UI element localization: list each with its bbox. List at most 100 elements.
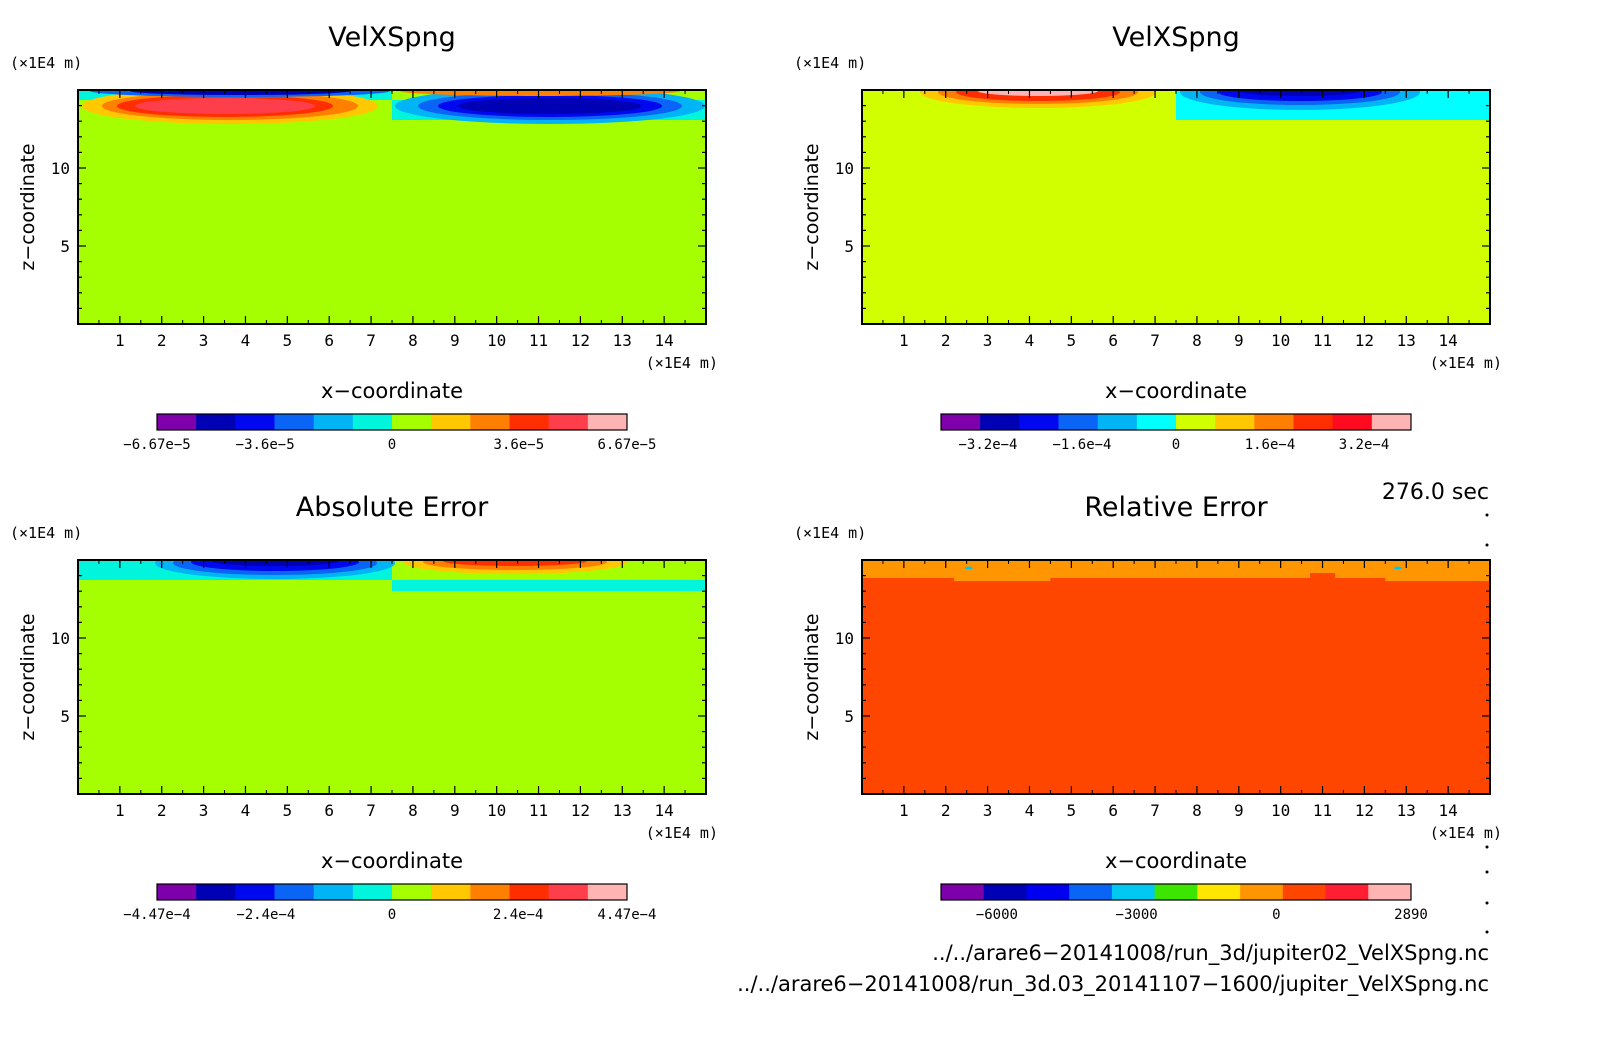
contour-field bbox=[862, 90, 1490, 324]
z-unit-label: (×1E4 m) bbox=[10, 54, 82, 72]
panel-4: Relative Error(×1E4 m)1 2 3 4 5 6 7 8 9 10 11 12 13 1… bbox=[794, 492, 1502, 923]
x-tick-label: 4 bbox=[241, 801, 251, 820]
field-background bbox=[862, 90, 1490, 324]
x-tick-label: 1 bbox=[115, 801, 125, 820]
colorbar-tick-label: −2.4e−4 bbox=[236, 907, 295, 923]
colorbar-swatch bbox=[941, 884, 985, 900]
x-tick-label: 8 bbox=[408, 801, 418, 820]
colorbar-swatch bbox=[1097, 414, 1138, 430]
x-axis-label: x−coordinate bbox=[321, 849, 463, 873]
x-tick-label: 11 bbox=[1313, 331, 1332, 350]
x-tick-label: 2 bbox=[157, 801, 167, 820]
x-tick-label: 12 bbox=[1355, 801, 1374, 820]
field-spot bbox=[1393, 566, 1402, 570]
margin-dot bbox=[1485, 930, 1489, 934]
colorbar-swatch bbox=[392, 414, 432, 430]
colorbar-swatch bbox=[983, 884, 1027, 900]
colorbar-swatch bbox=[1154, 884, 1198, 900]
colorbar-swatch bbox=[1371, 414, 1412, 430]
colorbar-swatch bbox=[392, 884, 432, 900]
colorbar-swatch bbox=[352, 884, 393, 900]
z-tick-label: 10 bbox=[51, 159, 70, 178]
x-tick-label: 10 bbox=[487, 801, 506, 820]
colorbar-swatch bbox=[470, 414, 510, 430]
colorbar-tick-label: 2.4e−4 bbox=[493, 907, 544, 923]
z-tick-label: 5 bbox=[844, 707, 854, 726]
margin-dot bbox=[1485, 901, 1489, 905]
contour-field bbox=[78, 560, 706, 794]
x-tick-label: 3 bbox=[199, 801, 209, 820]
file-path-1: ../../arare6−20141008/run_3d/jupiter02_V… bbox=[932, 941, 1489, 965]
x-axis-label: x−coordinate bbox=[1105, 379, 1247, 403]
colorbar-swatch bbox=[470, 884, 510, 900]
colorbar-tick-label: 0 bbox=[1272, 907, 1280, 923]
x-tick-label: 7 bbox=[1150, 801, 1160, 820]
colorbar-swatch bbox=[1332, 414, 1373, 430]
x-tick-label: 6 bbox=[324, 331, 334, 350]
field-background bbox=[78, 560, 706, 794]
panel-title: VelXSpng bbox=[1112, 22, 1240, 53]
z-unit-label: (×1E4 m) bbox=[794, 54, 866, 72]
x-tick-label: 8 bbox=[1192, 331, 1202, 350]
x-axis-label: x−coordinate bbox=[321, 379, 463, 403]
contour-blob bbox=[978, 90, 1098, 96]
field-band bbox=[1385, 572, 1490, 581]
contour-blob bbox=[130, 90, 350, 95]
x-tick-label: 13 bbox=[1397, 331, 1416, 350]
colorbar-tick-label: 0 bbox=[388, 437, 396, 453]
contour-blob bbox=[458, 98, 642, 114]
x-tick-label: 3 bbox=[199, 331, 209, 350]
colorbar-swatch bbox=[1215, 414, 1255, 430]
x-tick-label: 12 bbox=[571, 331, 590, 350]
x-tick-label: 8 bbox=[1192, 801, 1202, 820]
colorbar-swatch bbox=[313, 884, 354, 900]
colorbar-frame bbox=[940, 883, 1412, 901]
contour-blob bbox=[443, 560, 587, 566]
x-tick-label: 13 bbox=[1397, 801, 1416, 820]
x-tick-label: 9 bbox=[1234, 801, 1244, 820]
contour-blob bbox=[400, 90, 680, 96]
x-axis-label: x−coordinate bbox=[1105, 849, 1247, 873]
z-tick-label: 10 bbox=[51, 629, 70, 648]
z-axis-label: z−coordinate bbox=[17, 143, 39, 270]
z-tick-label: 5 bbox=[844, 237, 854, 256]
x-tick-label: 8 bbox=[408, 331, 418, 350]
x-tick-label: 7 bbox=[1150, 331, 1160, 350]
x-tick-label: 4 bbox=[1025, 801, 1035, 820]
colorbar-swatch bbox=[352, 414, 393, 430]
x-tick-label: 6 bbox=[324, 801, 334, 820]
colorbar-swatch bbox=[196, 884, 236, 900]
x-tick-label: 4 bbox=[1025, 331, 1035, 350]
colorbar-swatch bbox=[1136, 414, 1177, 430]
x-tick-label: 14 bbox=[1439, 331, 1458, 350]
colorbar-swatch bbox=[1111, 884, 1156, 900]
colorbar-swatch bbox=[941, 414, 981, 430]
colorbar-swatch bbox=[274, 414, 315, 430]
colorbar-tick-label: −6.67e−5 bbox=[123, 437, 190, 453]
panel-1: VelXSpng(×1E4 m)1 2 3 4 5 6 7 8 9 10 11 12 13 14510(×… bbox=[10, 22, 718, 453]
colorbar: −6.67e−5 −3.6e−5 0 3.6e−5 6.67e−5 bbox=[123, 413, 657, 453]
colorbar-tick-label: 3.6e−5 bbox=[494, 437, 545, 453]
x-unit-label: (×1E4 m) bbox=[1430, 354, 1502, 372]
x-tick-label: 1 bbox=[899, 801, 909, 820]
x-tick-label: 9 bbox=[1234, 331, 1244, 350]
x-tick-label: 10 bbox=[487, 331, 506, 350]
colorbar-tick-label: 2890 bbox=[1394, 907, 1428, 923]
colorbar-swatch bbox=[1197, 884, 1241, 900]
colorbar-swatch bbox=[235, 414, 275, 430]
x-unit-label: (×1E4 m) bbox=[1430, 824, 1502, 842]
colorbar-swatch bbox=[1368, 884, 1412, 900]
x-tick-label: 11 bbox=[1313, 801, 1332, 820]
x-tick-label: 14 bbox=[1439, 801, 1458, 820]
x-tick-label: 5 bbox=[1067, 331, 1077, 350]
colorbar-swatch bbox=[235, 884, 275, 900]
contour-field bbox=[862, 560, 1490, 794]
panel-title: Absolute Error bbox=[296, 492, 489, 523]
colorbar-frame bbox=[940, 413, 1412, 431]
colorbar-tick-label: 1.6e−4 bbox=[1245, 437, 1296, 453]
x-tick-label: 9 bbox=[450, 331, 460, 350]
contour-field bbox=[78, 90, 706, 324]
colorbar-tick-label: −1.6e−4 bbox=[1052, 437, 1111, 453]
colorbar-tick-label: 0 bbox=[388, 907, 396, 923]
